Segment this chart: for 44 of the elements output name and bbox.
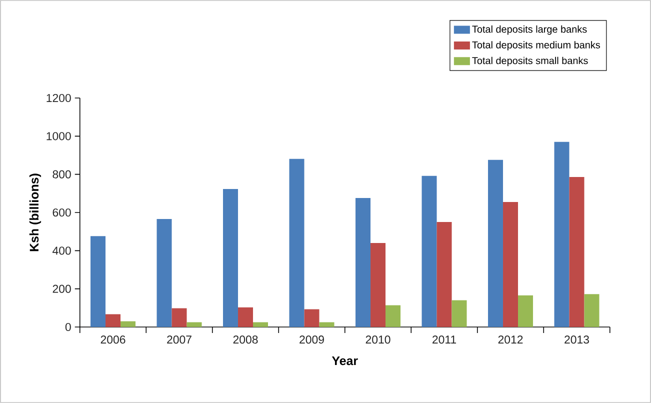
bar xyxy=(90,236,106,327)
bar xyxy=(436,222,452,327)
bar xyxy=(569,177,584,327)
y-axis-title: Ksh (billions) xyxy=(29,174,42,252)
bar xyxy=(106,314,121,327)
y-tick-label: 0 xyxy=(65,322,71,332)
x-axis-title: Year xyxy=(332,356,358,366)
bar xyxy=(186,322,202,327)
legend-label: Total deposits small banks xyxy=(472,56,588,66)
bar xyxy=(422,176,437,327)
x-tick-label: 2012 xyxy=(498,336,523,344)
x-tick-label: 2009 xyxy=(300,336,324,344)
y-tick-label: 1200 xyxy=(46,94,71,102)
x-tick-label: 2010 xyxy=(366,336,390,344)
bar xyxy=(238,307,254,327)
bar xyxy=(172,308,187,327)
y-tick-label: 800 xyxy=(52,170,71,178)
y-tick-label: 600 xyxy=(52,208,71,217)
bar xyxy=(554,142,570,327)
bar xyxy=(304,309,320,327)
legend-label: Total deposits medium banks xyxy=(472,41,600,50)
x-tick-label: 2007 xyxy=(167,336,192,344)
bar xyxy=(253,322,268,327)
y-tick-label: 200 xyxy=(52,284,71,293)
bar xyxy=(488,160,504,327)
bar xyxy=(370,243,386,327)
y-tick-label: 1000 xyxy=(46,132,71,140)
bar xyxy=(356,198,371,327)
x-tick-label: 2011 xyxy=(432,336,456,344)
x-tick-label: 2013 xyxy=(564,336,589,344)
bar xyxy=(289,158,304,327)
legend-label: Total deposits large banks xyxy=(472,25,587,35)
bar xyxy=(584,294,600,327)
x-tick-label: 2006 xyxy=(100,336,126,344)
y-tick-label: 400 xyxy=(52,246,71,255)
bar xyxy=(223,189,238,327)
bar xyxy=(120,321,136,327)
bar xyxy=(319,322,334,327)
x-tick-label: 2008 xyxy=(233,336,258,344)
bar xyxy=(156,218,172,327)
bar xyxy=(503,202,518,327)
bar xyxy=(386,305,401,327)
bar xyxy=(452,300,467,327)
bar xyxy=(518,295,534,327)
